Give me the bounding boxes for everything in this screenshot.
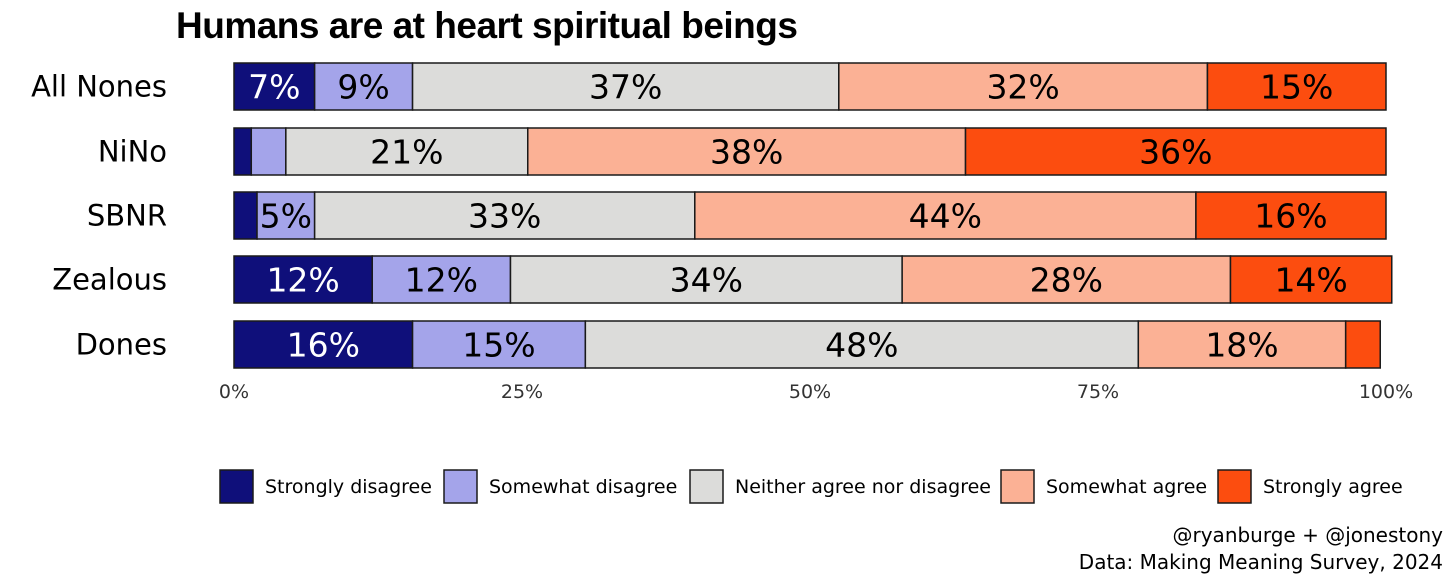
bar-segment — [1206, 62, 1387, 111]
legend-swatch — [219, 469, 254, 504]
legend: Strongly disagree Somewhat disagree Neithe… — [219, 469, 1403, 504]
bar-segment — [371, 255, 512, 304]
bar-data-label: 21% — [370, 133, 443, 172]
bar-data-label: 33% — [468, 197, 541, 236]
x-axis: 0% 25% 50% 75% 100% — [219, 381, 1413, 403]
bar-segment — [233, 191, 258, 240]
caption-credit: @ryanburge + @jonestony — [1173, 523, 1444, 547]
bar-segment — [256, 191, 316, 240]
bar-segment — [901, 255, 1232, 304]
bar-data-label: 14% — [1274, 261, 1347, 300]
legend-label: Strongly agree — [1263, 476, 1403, 498]
legend-swatch — [1000, 469, 1035, 504]
bar-segment — [233, 320, 414, 369]
bar-segment — [1137, 320, 1347, 369]
bar-segment — [233, 62, 316, 111]
legend-label: Somewhat disagree — [489, 476, 677, 498]
bar-data-label: 16% — [1254, 197, 1327, 236]
chart-title: Humans are at heart spiritual beings — [176, 5, 797, 46]
category-label: SBNR — [87, 199, 167, 233]
bar-segment — [313, 62, 414, 111]
x-tick-label: 50% — [789, 381, 831, 403]
legend-label: Strongly disagree — [265, 476, 432, 498]
bars-layer: All Nones 7% 9% 37% 32% 15% NiNo 21% 38% 36% SBNR 5… — [31, 62, 1393, 369]
bar-data-label: 38% — [710, 133, 783, 172]
bar-data-label: 7% — [248, 68, 300, 107]
bar-segment — [964, 127, 1387, 176]
legend-swatch — [443, 469, 478, 504]
legend-label: Neither agree nor disagree — [735, 476, 991, 498]
legend-swatch — [689, 469, 724, 504]
bar-data-label: 12% — [405, 261, 478, 300]
bar-segment — [233, 127, 253, 176]
bar-segment — [313, 191, 696, 240]
bar-segment — [1229, 255, 1393, 304]
bar-segment — [285, 127, 529, 176]
bar-segment — [527, 127, 967, 176]
category-label: Dones — [76, 328, 167, 362]
category-label: Zealous — [52, 263, 167, 297]
bar-segment — [1195, 191, 1387, 240]
bar-data-label: 16% — [287, 326, 360, 365]
category-label: NiNo — [98, 135, 167, 169]
category-label: All Nones — [31, 70, 167, 104]
bar-data-label: 5% — [260, 197, 312, 236]
bar-data-label: 32% — [986, 68, 1059, 107]
bar-data-label: 34% — [670, 261, 743, 300]
bar-segment — [233, 255, 373, 304]
x-tick-label: 75% — [1077, 381, 1119, 403]
x-tick-label: 0% — [219, 381, 249, 403]
legend-swatch — [1217, 469, 1252, 504]
caption-source: Data: Making Meaning Survey, 2024 — [1079, 550, 1443, 574]
bar-data-label: 36% — [1139, 133, 1212, 172]
bar-data-label: 18% — [1205, 326, 1278, 365]
bar-data-label: 28% — [1030, 261, 1103, 300]
x-tick-label: 100% — [1359, 381, 1413, 403]
bar-segment — [1344, 320, 1381, 369]
bar-data-label: 48% — [825, 326, 898, 365]
bar-data-label: 9% — [337, 68, 389, 107]
bar-segment — [411, 62, 840, 111]
legend-label: Somewhat agree — [1046, 476, 1207, 498]
bar-data-label: 44% — [909, 197, 982, 236]
bar-segment — [411, 320, 587, 369]
bar-segment — [250, 127, 287, 176]
bar-data-label: 15% — [462, 326, 535, 365]
bar-data-label: 12% — [266, 261, 339, 300]
bar-segment — [584, 320, 1140, 369]
x-tick-label: 25% — [501, 381, 543, 403]
bar-data-label: 37% — [589, 68, 662, 107]
bar-data-label: 15% — [1260, 68, 1333, 107]
